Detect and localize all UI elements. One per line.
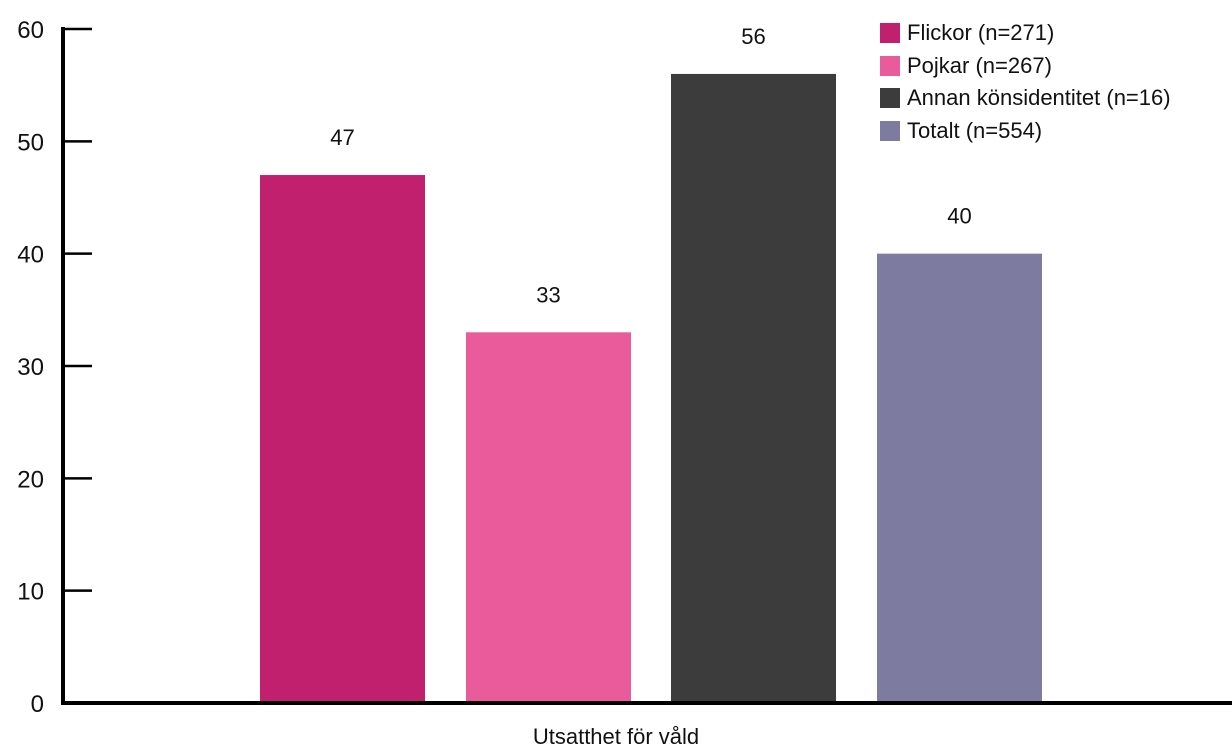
legend-label-totalt: Totalt (n=554) <box>907 117 1043 143</box>
y-tick-label-60: 60 <box>17 17 44 44</box>
y-tick-label-40: 40 <box>17 242 44 269</box>
value-label-3: 40 <box>947 204 971 229</box>
bar-2 <box>671 73 836 701</box>
legend-swatch-totalt <box>880 120 900 141</box>
legend: Flickor (n=271) Pojkar (n=267) Annan kön… <box>880 17 1171 147</box>
legend-swatch-pojkar <box>880 55 900 76</box>
legend-label-pojkar: Pojkar (n=267) <box>907 52 1052 78</box>
y-tick-label-0: 0 <box>31 691 44 718</box>
value-label-0: 47 <box>330 125 354 150</box>
value-label-2: 56 <box>741 24 765 49</box>
y-tick-label-20: 20 <box>17 466 44 493</box>
bar-1 <box>466 332 631 701</box>
legend-item-totalt: Totalt (n=554) <box>880 115 1171 148</box>
y-tick-label-30: 30 <box>17 354 44 381</box>
legend-item-flickor: Flickor (n=271) <box>880 17 1171 50</box>
legend-item-annan: Annan könsidentitet (n=16) <box>880 82 1171 115</box>
value-label-1: 33 <box>536 282 560 307</box>
bar-0 <box>260 175 425 702</box>
y-tick-label-10: 10 <box>17 579 44 606</box>
legend-swatch-annan <box>880 88 900 109</box>
x-category-label: Utsatthet för våld <box>532 724 700 749</box>
legend-label-flickor: Flickor (n=271) <box>907 20 1055 46</box>
legend-label-annan: Annan könsidentitet (n=16) <box>907 85 1171 111</box>
legend-item-pojkar: Pojkar (n=267) <box>880 50 1171 83</box>
legend-swatch-flickor <box>880 23 900 44</box>
bar-3 <box>877 253 1042 701</box>
y-tick-label-50: 50 <box>17 129 44 156</box>
